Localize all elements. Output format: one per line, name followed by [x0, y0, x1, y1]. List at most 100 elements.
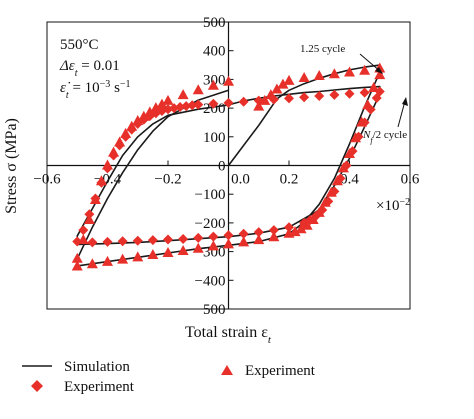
- experiment-triangle-point: [350, 132, 362, 143]
- experiment-diamond-point: [223, 97, 234, 108]
- x-multiplier: ×10−2: [376, 197, 410, 215]
- experiment-diamond-point: [193, 99, 204, 110]
- experiment-diamond-point: [238, 228, 249, 239]
- experiment-diamond-point: [268, 225, 279, 236]
- experiment-triangle-point: [356, 116, 368, 127]
- experiment-triangle-point: [77, 234, 89, 245]
- experiment-triangle-point: [71, 252, 83, 263]
- annotation-half-life-arrow: [397, 100, 406, 128]
- experiment-diamond-point: [314, 91, 325, 102]
- legend: Simulation Experiment Experiment: [22, 359, 316, 395]
- condition-strain-rate: ε̇t = 10−3 s−1: [60, 79, 131, 101]
- experiment-triangle-point: [192, 84, 204, 95]
- experiment-triangle-point: [359, 64, 371, 75]
- y-tick-label: 300: [203, 72, 226, 88]
- experiment-diamond-point: [181, 101, 192, 112]
- legend-simulation-label: Simulation: [64, 359, 130, 375]
- experiment-diamond-point: [117, 236, 128, 247]
- y-tick-label: −100: [195, 187, 226, 203]
- experiment-diamond-point: [299, 92, 310, 103]
- experiment-diamond-point: [132, 235, 143, 246]
- experiment-triangle-point: [301, 219, 313, 230]
- experiment-triangle-point: [319, 196, 331, 207]
- experiment-triangle-point: [114, 136, 126, 147]
- y-axis-label: Stress σ (MPa): [3, 118, 20, 214]
- experiment-triangle-point: [71, 260, 83, 271]
- x-tick-label: 0.4: [340, 172, 359, 188]
- experiment-triangle-point: [331, 175, 343, 186]
- experiment-triangle-point: [132, 115, 144, 126]
- annotation-first-cycle: 1.25 cycle: [300, 43, 345, 55]
- experiment-triangle-point: [120, 127, 132, 138]
- experiment-triangle-point: [271, 83, 283, 94]
- experiment-triangle-point: [156, 98, 168, 109]
- experiment-triangle-point: [126, 120, 138, 131]
- series-layer: [71, 62, 386, 271]
- experiment-triangle-point: [325, 186, 337, 197]
- experiment-triangle-point: [207, 240, 219, 251]
- experiment-triangle-point: [108, 146, 120, 157]
- legend-triangle-label: Experiment: [245, 363, 316, 379]
- experiment-diamond-point: [208, 98, 219, 109]
- condition-strain-range: Δεt = 0.01: [59, 58, 120, 79]
- x-tick-labels: −0.6 −0.4 −0.2 0.0 0.2 0.4 0.6: [33, 172, 419, 188]
- experiment-diamond-point: [284, 222, 294, 233]
- y-tick-label: 100: [203, 130, 226, 146]
- experiment-diamond-point: [87, 237, 98, 248]
- experiment-triangle-point: [223, 238, 234, 249]
- experiment-triangle-point: [344, 148, 355, 159]
- experiment-triangle-point: [177, 89, 189, 100]
- experiment-diamond-point: [147, 235, 158, 246]
- experiment-diamond-point: [163, 234, 173, 245]
- experiment-triangle-point: [307, 214, 319, 225]
- y-tick-label: −500: [195, 302, 226, 318]
- experiment-diamond-point: [253, 227, 264, 238]
- experiment-triangle-point: [150, 102, 162, 113]
- experiment-triangle-point: [289, 226, 301, 237]
- y-tick-label: 400: [203, 44, 226, 60]
- experiment-triangle-point: [313, 69, 325, 80]
- experiment-triangle-point: [192, 242, 204, 253]
- x-tick-label: 0.2: [280, 172, 299, 188]
- experiment-triangle-point: [238, 236, 250, 247]
- experiment-triangle-point: [223, 75, 234, 86]
- experiment-diamond-point: [238, 96, 249, 107]
- experiment-triangle-point: [344, 66, 355, 77]
- experiment-triangle-point: [268, 231, 280, 242]
- experiment-triangle-point: [147, 249, 159, 260]
- y-tick-label: −200: [195, 216, 226, 232]
- experiment-triangle-point: [253, 100, 265, 111]
- annotation-half-life-arrowhead: [402, 97, 408, 106]
- experiment-triangle-point: [89, 193, 101, 204]
- annotation-half-life: Nf/2 cycle: [362, 129, 407, 145]
- x-tick-label: −0.6: [33, 172, 61, 188]
- experiment-triangle-point: [313, 206, 325, 217]
- experiment-triangle-point: [86, 258, 98, 269]
- y-tick-label: 500: [203, 15, 226, 31]
- experiment-diamond-point: [78, 225, 89, 236]
- y-tick-label: 200: [203, 101, 226, 117]
- experiment-triangle-point: [207, 79, 219, 90]
- experiment-triangle-point: [277, 78, 289, 89]
- experiment-triangle-point: [83, 214, 95, 225]
- experiment-diamond-point: [102, 236, 113, 247]
- experiment-triangle-point: [102, 255, 113, 266]
- x-tick-label: 0.6: [401, 172, 420, 188]
- experiment-diamond-point: [193, 232, 204, 243]
- experiment-triangle-point: [117, 253, 129, 264]
- experiment-triangle-point: [368, 82, 380, 93]
- experiment-diamond-point: [371, 93, 382, 104]
- experiment-triangle-point: [298, 71, 310, 82]
- experiment-triangle-point: [95, 175, 107, 186]
- experiment-triangle-point: [328, 68, 340, 79]
- experiment-triangle-point: [362, 99, 374, 110]
- experiment-triangle-point: [102, 159, 113, 170]
- experiment-triangle-point: [265, 89, 277, 100]
- experiment-triangle-point: [144, 106, 156, 117]
- y-tick-label: −400: [195, 273, 226, 289]
- experiment-triangle-point: [374, 69, 386, 80]
- x-tick-label: −0.2: [154, 172, 181, 188]
- x-tick-label: 0.0: [231, 172, 250, 188]
